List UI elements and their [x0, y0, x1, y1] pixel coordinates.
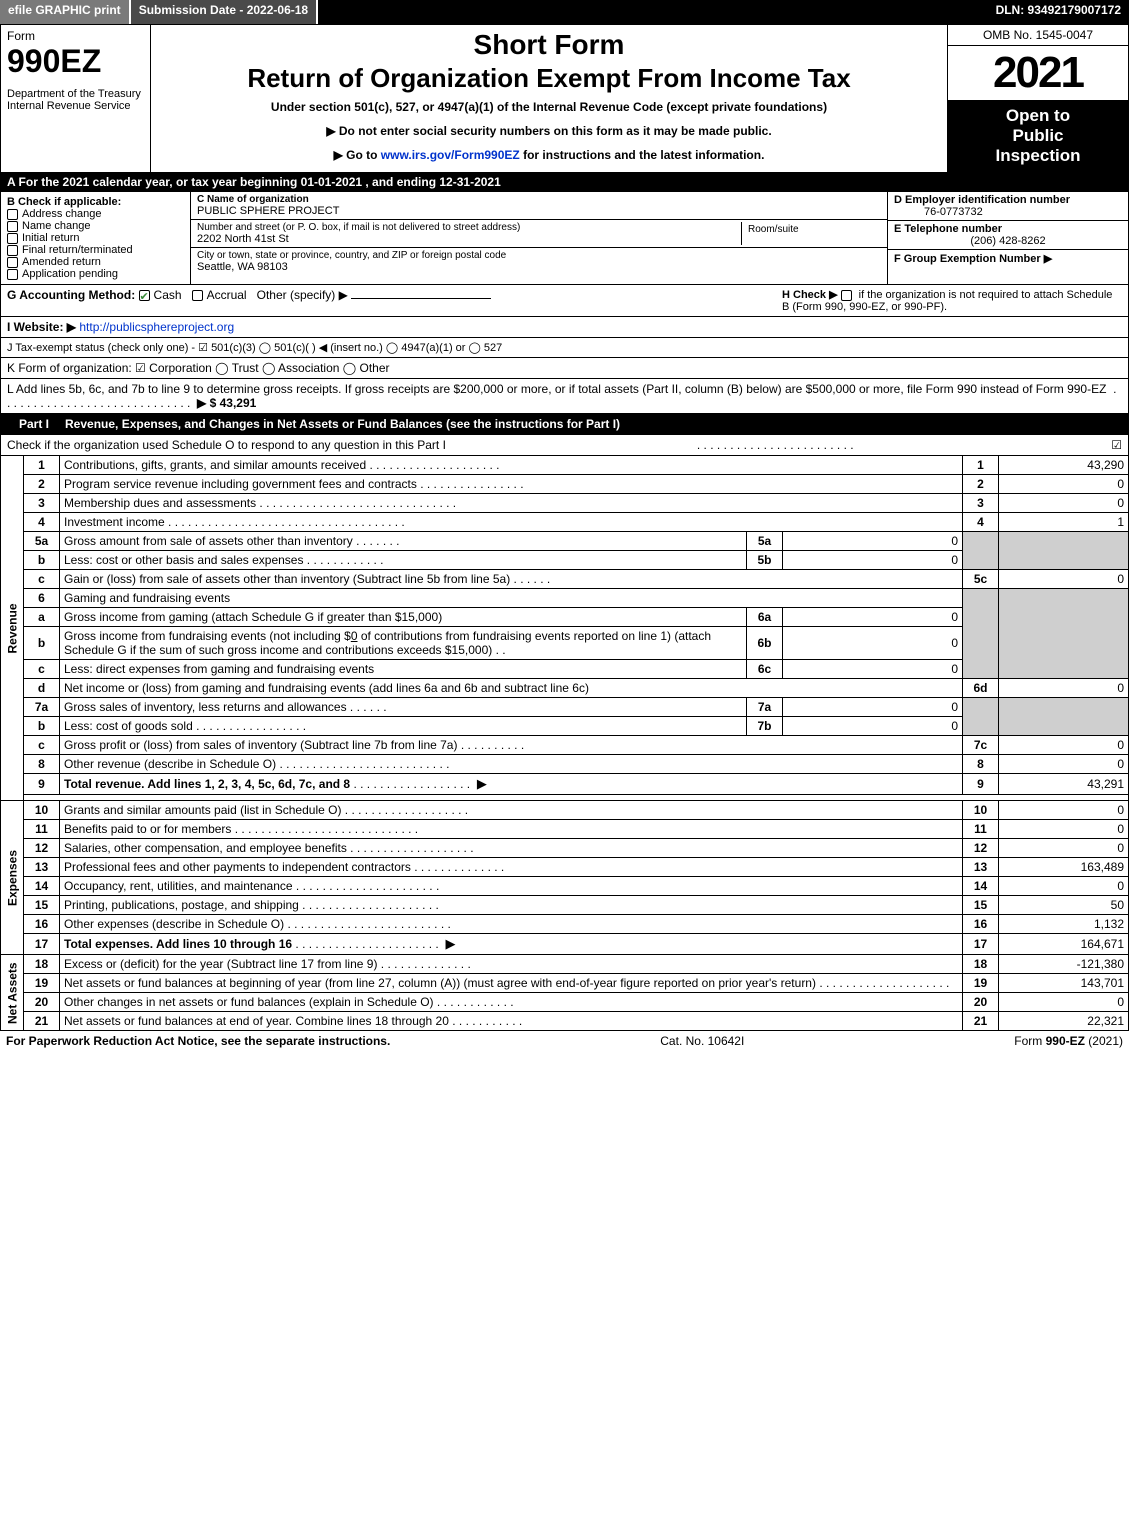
- b-label: B Check if applicable:: [7, 196, 184, 208]
- room-suite: Room/suite: [741, 222, 881, 245]
- omb-number: OMB No. 1545-0047: [948, 25, 1128, 46]
- row-a: A For the 2021 calendar year, or tax yea…: [0, 173, 1129, 192]
- dept-text: Department of the Treasury Internal Reve…: [7, 88, 144, 112]
- address-change-checkbox[interactable]: [7, 209, 18, 220]
- expenses-label: Expenses: [1, 801, 24, 955]
- h-checkbox[interactable]: [841, 290, 852, 301]
- net-assets-label: Net Assets: [1, 955, 24, 1031]
- net-assets-eoy: 22,321: [999, 1012, 1129, 1031]
- telephone-row: E Telephone number (206) 428-8262: [888, 221, 1128, 250]
- col-b: B Check if applicable: Address change Na…: [1, 192, 191, 284]
- part-i-title: Revenue, Expenses, and Changes in Net As…: [57, 414, 1128, 434]
- irs-link[interactable]: www.irs.gov/Form990EZ: [381, 148, 520, 162]
- group-exemption-row: F Group Exemption Number ▶: [888, 250, 1128, 267]
- footer-center: Cat. No. 10642I: [660, 1034, 744, 1048]
- open-to-public: Open to Public Inspection: [948, 100, 1128, 172]
- row-k: K Form of organization: ☑ Corporation ◯ …: [0, 358, 1129, 379]
- part-i-table: Revenue 1 Contributions, gifts, grants, …: [0, 456, 1129, 1031]
- form-header: Form 990EZ Department of the Treasury In…: [0, 24, 1129, 173]
- total-expenses: 164,671: [999, 934, 1129, 955]
- efile-tab[interactable]: efile GRAPHIC print: [0, 0, 131, 24]
- cash-checkbox[interactable]: [139, 290, 150, 301]
- section-bcdef: B Check if applicable: Address change Na…: [0, 192, 1129, 285]
- total-revenue: 43,291: [999, 774, 1129, 795]
- gross-receipts: ▶ $ 43,291: [197, 396, 256, 410]
- final-return-checkbox[interactable]: [7, 245, 18, 256]
- org-name-row: C Name of organization PUBLIC SPHERE PRO…: [191, 192, 887, 220]
- amended-return-checkbox[interactable]: [7, 257, 18, 268]
- line-1-text: Contributions, gifts, grants, and simila…: [60, 456, 963, 475]
- title-short-form: Short Form: [155, 29, 943, 61]
- ein: 76-0773732: [894, 206, 1122, 218]
- part-i-tag: Part I: [8, 414, 59, 434]
- street-row: Number and street (or P. O. box, if mail…: [191, 220, 887, 248]
- initial-return-checkbox[interactable]: [7, 233, 18, 244]
- accrual-checkbox[interactable]: [192, 290, 203, 301]
- city-row: City or town, state or province, country…: [191, 248, 887, 275]
- page-footer: For Paperwork Reduction Act Notice, see …: [0, 1031, 1129, 1051]
- name-change-checkbox[interactable]: [7, 221, 18, 232]
- col-c: C Name of organization PUBLIC SPHERE PRO…: [191, 192, 888, 284]
- submission-tab: Submission Date - 2022-06-18: [131, 0, 318, 24]
- subtitle: Under section 501(c), 527, or 4947(a)(1)…: [155, 100, 943, 114]
- title-block: Short Form Return of Organization Exempt…: [151, 25, 948, 172]
- tax-year: 2021: [948, 46, 1128, 100]
- instr-website: ▶ Go to www.irs.gov/Form990EZ for instru…: [155, 148, 943, 162]
- form-id-block: Form 990EZ Department of the Treasury In…: [1, 25, 151, 172]
- row-g: G Accounting Method: Cash Accrual Other …: [7, 288, 782, 313]
- part-i-check-row: Check if the organization used Schedule …: [0, 435, 1129, 456]
- top-bar: efile GRAPHIC print Submission Date - 20…: [0, 0, 1129, 24]
- part-i-header: Part I Revenue, Expenses, and Changes in…: [0, 414, 1129, 435]
- application-pending-checkbox[interactable]: [7, 269, 18, 280]
- part-i-checkbox[interactable]: ☑: [1111, 438, 1122, 452]
- spacer: [318, 0, 987, 24]
- ein-row: D Employer identification number 76-0773…: [888, 192, 1128, 221]
- row-i: I Website: ▶ http://publicsphereproject.…: [0, 317, 1129, 338]
- line-1-amount: 43,290: [999, 456, 1129, 475]
- instr-no-ssn: ▶ Do not enter social security numbers o…: [155, 124, 943, 138]
- city-state-zip: Seattle, WA 98103: [197, 261, 881, 273]
- row-l: L Add lines 5b, 6c, and 7b to line 9 to …: [0, 379, 1129, 414]
- org-name: PUBLIC SPHERE PROJECT: [197, 205, 881, 217]
- right-block: OMB No. 1545-0047 2021 Open to Public In…: [948, 25, 1128, 172]
- title-return: Return of Organization Exempt From Incom…: [155, 63, 943, 94]
- footer-left: For Paperwork Reduction Act Notice, see …: [6, 1034, 390, 1048]
- dln-text: DLN: 93492179007172: [988, 0, 1129, 24]
- form-number: 990EZ: [7, 43, 144, 80]
- website-link[interactable]: http://publicsphereproject.org: [79, 320, 234, 334]
- row-j: J Tax-exempt status (check only one) - ☑…: [0, 338, 1129, 358]
- row-gh: G Accounting Method: Cash Accrual Other …: [0, 285, 1129, 317]
- telephone: (206) 428-8262: [894, 235, 1122, 247]
- col-def: D Employer identification number 76-0773…: [888, 192, 1128, 284]
- row-h: H Check ▶ if the organization is not req…: [782, 288, 1122, 313]
- footer-right: Form 990-EZ (2021): [1014, 1034, 1123, 1048]
- form-label: Form: [7, 29, 144, 43]
- revenue-label: Revenue: [1, 456, 24, 801]
- street-address: 2202 North 41st St: [197, 233, 741, 245]
